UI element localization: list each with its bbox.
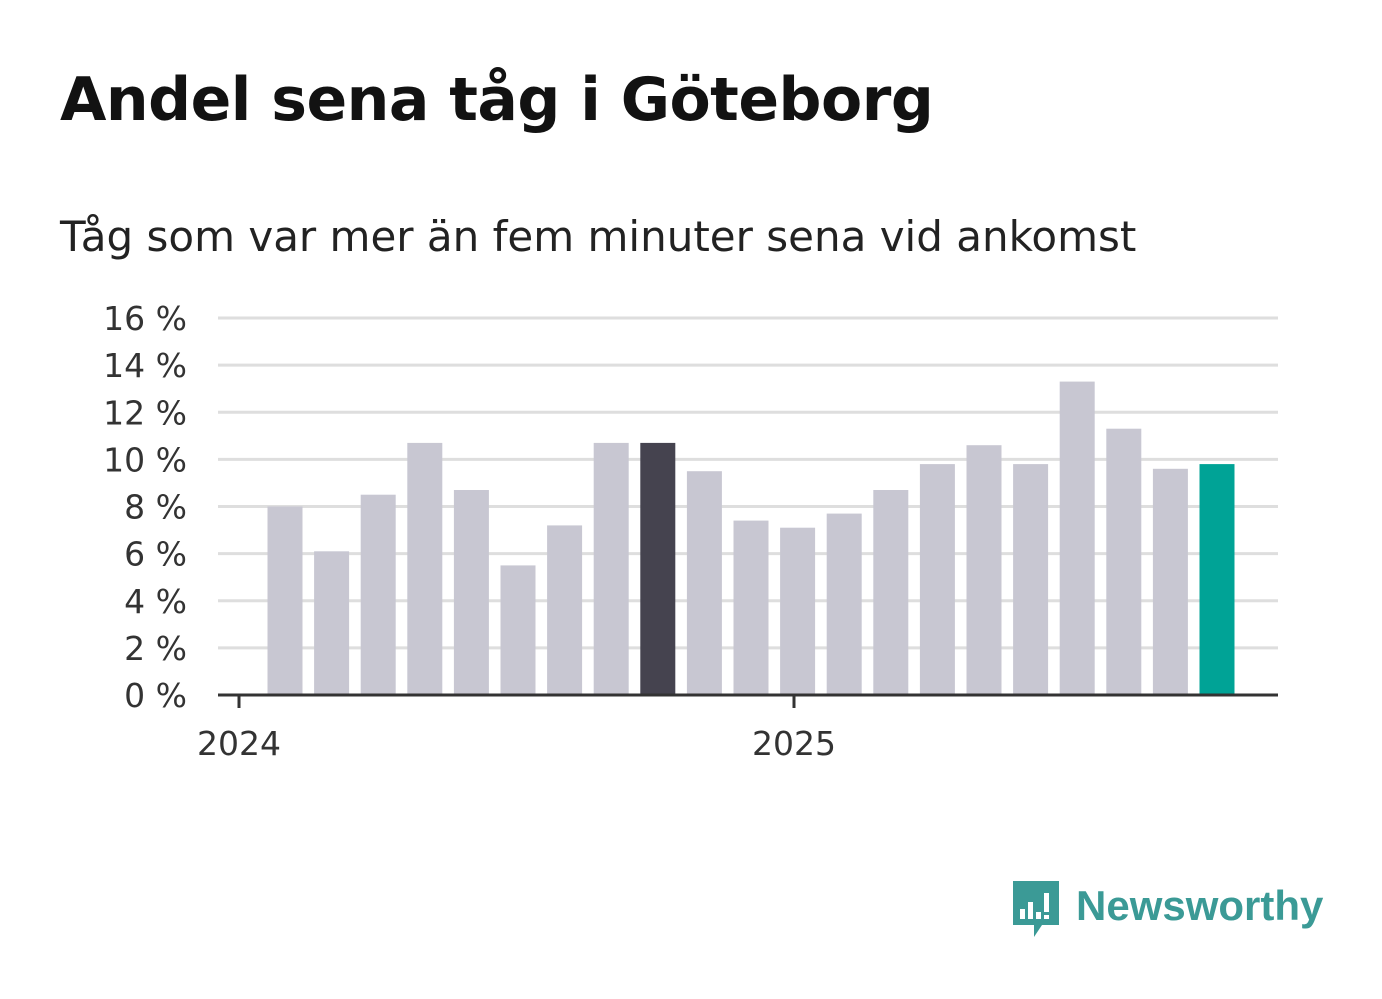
bar-chart-speech-bubble-icon [1013,881,1059,937]
bar-2024-03 [360,494,396,695]
bar-2025-07 [1106,428,1142,695]
bar-2024-08 [593,442,629,695]
bar-2024-01 [267,506,303,695]
bar-2024-04 [407,442,443,695]
y-tick-label: 12 % [103,393,187,432]
bar-2024-02 [314,551,350,695]
bar-2025-05 [1013,464,1049,695]
bar-2025-03 [919,464,955,695]
bar-2025-09 [1199,464,1235,695]
x-tick-label: 2025 [752,724,836,763]
bar-2025-02 [873,490,909,695]
axes [218,693,1278,708]
tick-labels: 0 % 2 % 4 % 6 % 8 % 10 % 12 % 14 % 16 % 2024 2025 [103,299,836,763]
chart-subtitle: Tåg som var mer än fem minuter sena vid … [60,212,1137,261]
bar-2024-09 [640,442,676,695]
y-tick-label: 4 % [124,582,187,621]
bar-2024-10 [686,471,722,695]
bar-2024-06 [500,565,536,695]
bar-2024-07 [547,525,583,695]
bar-2025-06 [1059,381,1095,695]
bar-2025-04 [966,445,1002,695]
y-tick-label: 8 % [124,488,187,527]
y-tick-label: 10 % [103,440,187,479]
y-tick-label: 14 % [103,346,187,385]
bars [267,381,1235,695]
bar-2024-12 [780,527,816,695]
bar-2024-05 [453,490,489,695]
bar-2025-01 [826,513,862,695]
y-tick-label: 2 % [124,629,187,668]
y-tick-label: 16 % [103,299,187,338]
chart-title: Andel sena tåg i Göteborg [60,65,934,135]
bar-2024-11 [733,520,769,695]
y-tick-label: 6 % [124,535,187,574]
logo-text: Newsworthy [1076,882,1324,929]
bar-2025-08 [1152,468,1188,695]
newsworthy-logo: Newsworthy [1010,878,1323,942]
x-tick-label: 2024 [197,724,281,763]
y-tick-label: 0 % [124,676,187,715]
